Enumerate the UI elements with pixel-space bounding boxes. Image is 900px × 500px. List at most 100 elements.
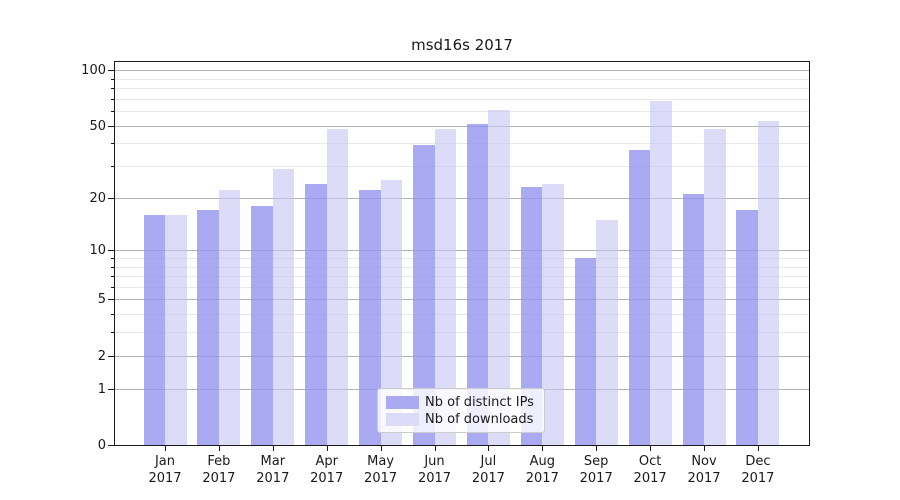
- gridline-minor: [115, 98, 809, 100]
- y-tick-mark-minor: [111, 332, 114, 334]
- x-tick-mark: [218, 446, 220, 451]
- x-tick-label-line: 2017: [687, 471, 721, 486]
- bar-downloads-apr: [326, 128, 349, 445]
- bar-downloads-aug: [542, 183, 564, 445]
- y-tick-mark-minor: [111, 88, 114, 90]
- x-tick-label-nov: Nov 2017: [672, 453, 736, 487]
- bar-downloads-feb: [218, 190, 241, 445]
- x-tick-label-line: Aug: [529, 454, 555, 469]
- x-tick-label-apr: Apr 2017: [295, 453, 359, 487]
- y-tick-mark-minor: [111, 166, 114, 168]
- x-tick-label-aug: Aug 2017: [510, 453, 574, 487]
- y-tick-mark-minor: [111, 111, 114, 113]
- y-tick-label: 1: [97, 381, 106, 397]
- legend-swatch-distinct-ips: [386, 396, 419, 409]
- y-tick-mark-minor: [111, 276, 114, 278]
- x-tick-label-jun: Jun 2017: [403, 453, 467, 487]
- gridline-minor: [115, 314, 809, 316]
- y-tick-mark: [108, 299, 114, 301]
- gridline-major: [115, 125, 809, 127]
- gridline-minor: [115, 166, 809, 168]
- x-tick-label-line: 2017: [633, 471, 667, 486]
- legend: Nb of distinct IPs Nb of downloads: [377, 388, 545, 433]
- y-tick-mark-minor: [111, 78, 114, 80]
- legend-label-distinct-ips: Nb of distinct IPs: [425, 394, 534, 410]
- bar-distinct-ips-apr: [305, 183, 327, 445]
- y-tick-mark: [108, 125, 114, 127]
- bar-downloads-may: [380, 180, 403, 445]
- bar-downloads-nov: [704, 128, 726, 445]
- y-tick-mark-minor: [111, 266, 114, 268]
- bar-distinct-ips-dec: [736, 210, 758, 445]
- legend-label-downloads: Nb of downloads: [425, 411, 534, 427]
- x-tick-label-line: Feb: [207, 454, 231, 469]
- x-tick-label-may: May 2017: [349, 453, 413, 487]
- x-tick-label-line: 2017: [471, 471, 505, 486]
- bar-distinct-ips-nov: [682, 194, 704, 445]
- bar-distinct-ips-mar: [251, 205, 273, 445]
- gridline-minor: [115, 286, 809, 288]
- x-tick-label-line: 2017: [579, 471, 613, 486]
- y-tick-mark: [108, 197, 114, 199]
- bar-distinct-ips-may: [359, 190, 381, 445]
- x-tick-label-jul: Jul 2017: [456, 453, 520, 487]
- x-tick-mark: [704, 446, 705, 451]
- gridline-major: [115, 299, 809, 301]
- gridline-minor: [115, 258, 809, 259]
- gridline-minor: [115, 78, 809, 80]
- y-tick-label: 100: [81, 63, 106, 79]
- bar-downloads-jul: [488, 109, 510, 445]
- y-tick-mark-minor: [111, 143, 114, 145]
- gridline-minor: [115, 143, 809, 145]
- y-tick-mark-minor: [111, 286, 114, 288]
- x-tick-label-feb: Feb 2017: [187, 453, 251, 487]
- legend-item-distinct-ips: Nb of distinct IPs: [386, 394, 537, 411]
- gridline-minor: [115, 266, 809, 268]
- x-tick-mark: [326, 446, 328, 451]
- x-tick-label-line: Nov: [691, 454, 717, 469]
- legend-swatch-downloads: [386, 413, 419, 426]
- x-tick-mark: [272, 446, 274, 451]
- x-tick-label-line: 2017: [417, 471, 452, 486]
- gridline-major: [115, 355, 809, 357]
- bar-distinct-ips-sep: [574, 258, 597, 445]
- x-tick-label-line: 2017: [525, 471, 559, 486]
- y-tick-mark-minor: [111, 314, 114, 316]
- y-tick-mark: [108, 355, 114, 357]
- gridline-major: [115, 70, 809, 72]
- bar-distinct-ips-feb: [197, 210, 219, 445]
- bar-distinct-ips-jan: [143, 214, 165, 445]
- x-tick-label-line: May: [367, 454, 395, 469]
- x-tick-label-line: 2017: [256, 471, 290, 486]
- x-tick-mark: [596, 446, 598, 451]
- bar-distinct-ips-oct: [628, 149, 651, 445]
- bar-downloads-oct: [650, 101, 672, 445]
- x-tick-label-line: 2017: [202, 471, 236, 486]
- x-tick-label-line: Sep: [583, 454, 609, 469]
- bar-downloads-jan: [165, 214, 187, 445]
- y-tick-label: 20: [89, 190, 106, 206]
- gridline-major: [115, 250, 809, 252]
- x-tick-mark: [757, 446, 759, 451]
- x-tick-label-line: Mar: [260, 454, 286, 469]
- y-tick-mark-minor: [111, 258, 114, 259]
- bar-downloads-mar: [272, 168, 295, 445]
- bar-downloads-jun: [434, 128, 456, 445]
- x-tick-mark: [650, 446, 652, 451]
- x-tick-label-line: Jun: [424, 454, 445, 469]
- x-tick-label-sep: Sep 2017: [564, 453, 628, 487]
- gridline-minor: [115, 88, 809, 90]
- y-tick-label: 5: [97, 292, 106, 308]
- x-tick-label-oct: Oct 2017: [618, 453, 682, 487]
- y-tick-mark: [108, 250, 114, 252]
- x-tick-mark: [488, 446, 490, 451]
- x-tick-label-line: Oct: [638, 454, 662, 469]
- y-tick-label: 50: [89, 118, 106, 134]
- x-tick-label-line: 2017: [364, 471, 398, 486]
- x-tick-label-line: 2017: [741, 471, 775, 486]
- x-tick-label-line: Dec: [745, 454, 771, 469]
- gridline-major: [115, 197, 809, 199]
- x-tick-label-line: Apr: [315, 454, 338, 469]
- x-tick-label-mar: Mar 2017: [241, 453, 305, 487]
- chart-title: msd16s 2017: [411, 36, 513, 54]
